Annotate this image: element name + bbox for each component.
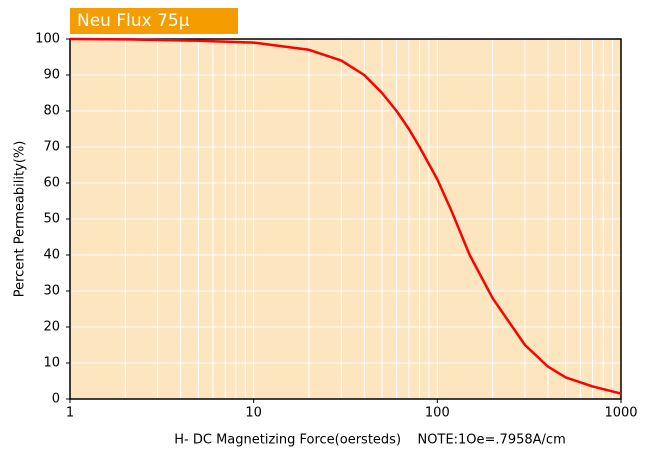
y-tick-label: 100 [35,32,60,47]
x-tick-label: 1000 [604,406,637,421]
y-tick-label: 10 [43,356,60,371]
chart-title: Neu Flux 75µ [77,11,190,31]
y-tick-label: 50 [43,212,60,227]
y-tick-label: 90 [43,68,60,83]
x-tick-label: 1 [66,406,74,421]
x-tick-label: 100 [425,406,450,421]
y-tick-label: 40 [43,248,60,263]
data-line [69,37,622,395]
y-tick-label: 20 [43,320,60,335]
y-tick-label: 80 [43,104,60,119]
x-axis-label: H- DC Magnetizing Force(oersteds) NOTE:1… [174,433,565,448]
plot-frame [69,38,622,400]
y-tick-label: 0 [52,392,60,407]
title-box [70,8,238,34]
y-tick-label: 30 [43,284,60,299]
y-axis-label: Percent Permeability(%) [13,141,28,298]
y-tick-label: 70 [43,140,60,155]
y-tick-label: 60 [43,176,60,191]
x-tick-label: 10 [245,406,262,421]
